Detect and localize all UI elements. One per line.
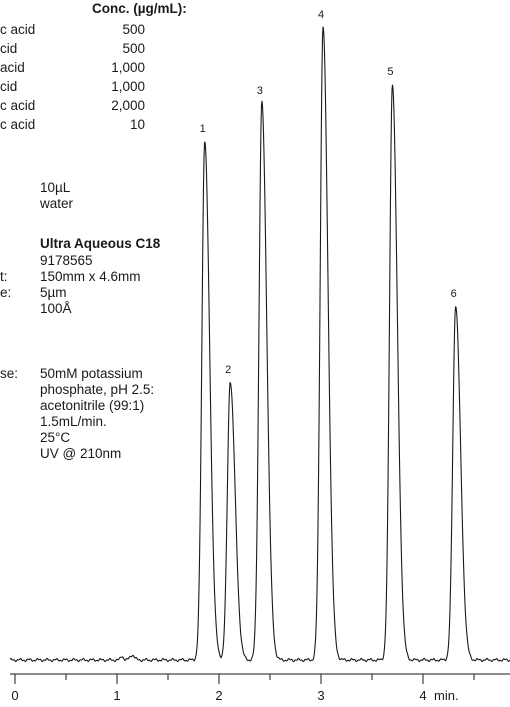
peak-name: c acid <box>0 22 36 37</box>
x-tick-label: 0 <box>11 688 18 703</box>
x-tick-label: 2 <box>215 688 222 703</box>
peak-conc: 500 <box>122 22 145 37</box>
x-axis-unit: min. <box>434 688 459 703</box>
peak-label: 2 <box>225 364 231 376</box>
peak-name: cid <box>0 79 18 94</box>
mobile-phase-2: phosphate, pH 2.5: <box>40 382 155 397</box>
injection-volume: 10µL <box>40 180 71 195</box>
peak-table-header: Conc. (µg/mL): <box>92 1 187 16</box>
detector: UV @ 210nm <box>40 446 122 461</box>
peak-name: c acid <box>0 98 36 113</box>
peak-name: c acid <box>0 117 36 132</box>
peak-label: 4 <box>318 9 324 21</box>
peak-label: 5 <box>387 66 393 78</box>
mobile-phase-1: 50mM potassium <box>40 366 143 381</box>
column-name: Ultra Aqueous C18 <box>40 236 161 251</box>
conditions-label: se: <box>0 366 19 381</box>
peak-conc: 500 <box>122 41 145 56</box>
x-tick-label: 1 <box>113 688 120 703</box>
column-pore-size: 100Å <box>40 301 72 316</box>
chromatogram-trace <box>9 26 510 663</box>
column-dim-label: t: <box>0 269 8 284</box>
peak-conc: 1,000 <box>111 79 145 94</box>
sample-diluent: water <box>40 196 74 211</box>
peak-name: cid <box>0 41 18 56</box>
peak-conc: 1,000 <box>111 60 145 75</box>
peak-name: acid <box>0 60 25 75</box>
flow-rate: 1.5mL/min. <box>40 414 107 429</box>
peak-conc: 10 <box>129 117 145 132</box>
peak-label: 3 <box>257 85 263 97</box>
column-dimensions: 150mm x 4.6mm <box>40 269 141 284</box>
column-particle-label: e: <box>0 285 12 300</box>
mobile-phase-3: acetonitrile (99:1) <box>40 398 145 413</box>
column-catalog: 9178565 <box>40 253 93 268</box>
x-tick-label: 3 <box>317 688 324 703</box>
peak-label: 6 <box>451 288 457 300</box>
peak-label: 1 <box>200 123 206 135</box>
column-particle-size: 5µm <box>40 285 67 300</box>
x-tick-label: 4 <box>419 688 426 703</box>
temperature: 25°C <box>40 430 71 445</box>
peak-conc: 2,000 <box>111 98 145 113</box>
